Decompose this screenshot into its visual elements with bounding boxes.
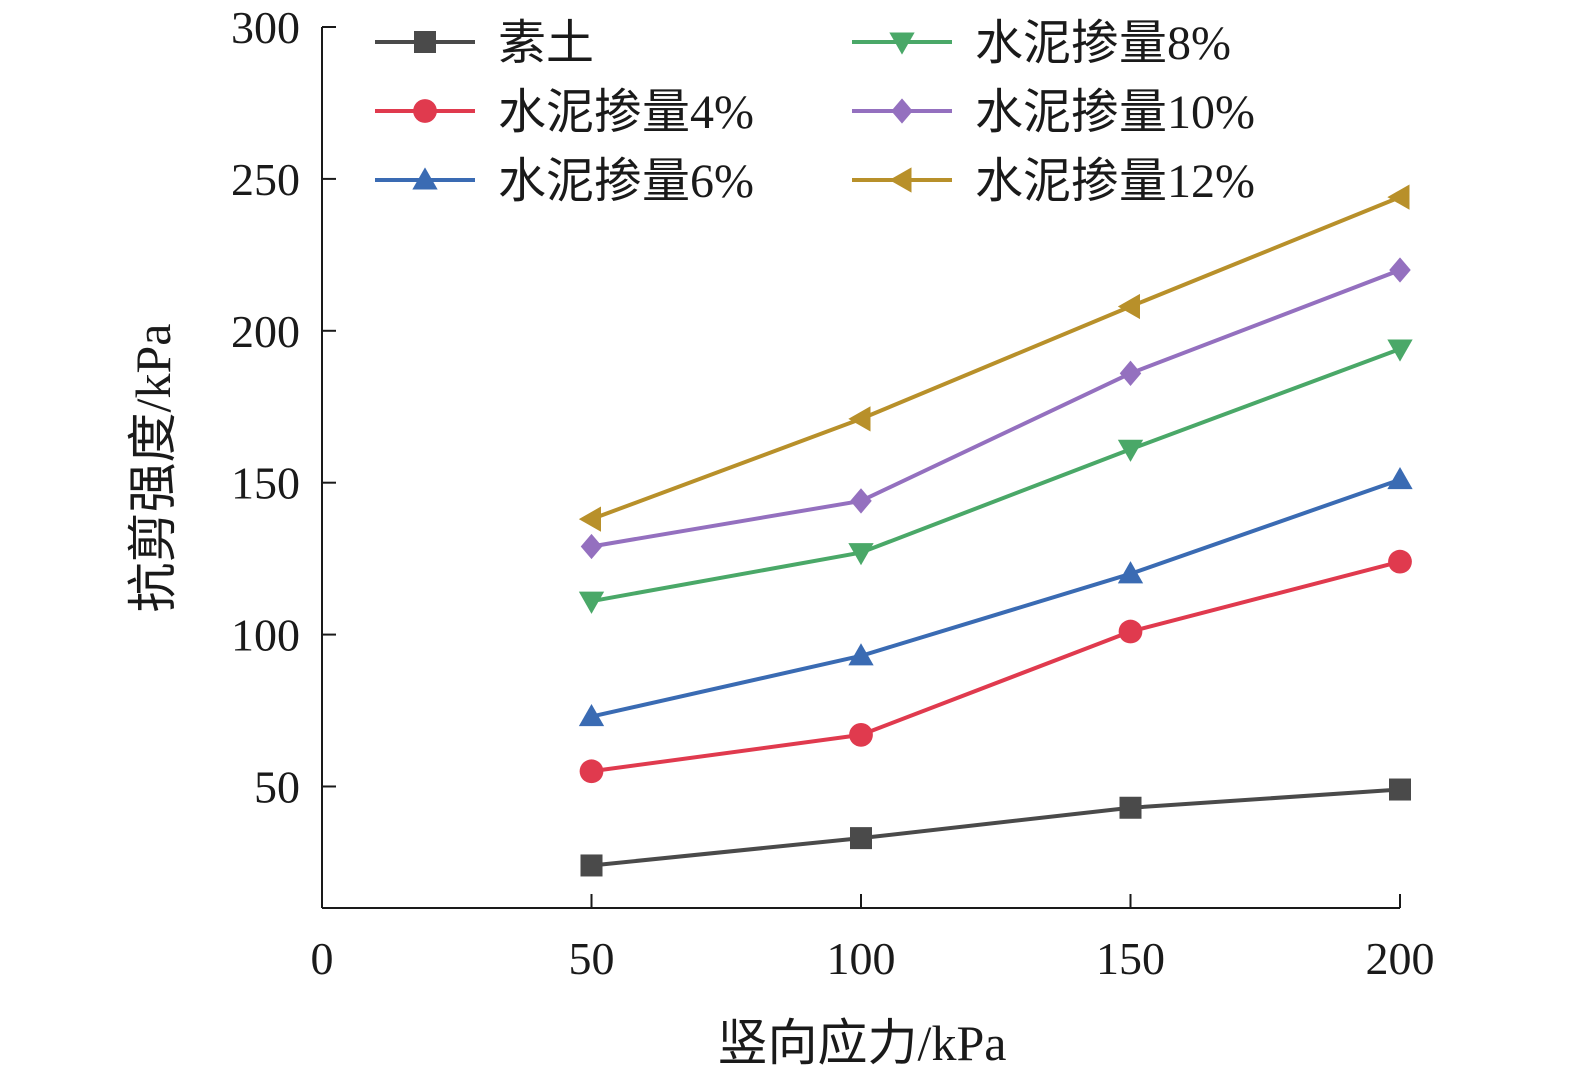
data-point bbox=[1117, 293, 1140, 320]
legend-marker bbox=[414, 31, 436, 53]
y-tick-label: 50 bbox=[254, 761, 300, 812]
data-point bbox=[1387, 339, 1413, 362]
y-tick-label: 250 bbox=[231, 154, 300, 205]
series-line bbox=[590, 195, 1401, 522]
series-line bbox=[591, 347, 1401, 604]
data-point bbox=[1118, 619, 1143, 644]
legend-marker bbox=[412, 167, 438, 190]
data-point bbox=[1119, 796, 1142, 819]
series-group bbox=[578, 184, 1410, 532]
legend-item: 水泥掺量4% bbox=[375, 86, 754, 139]
data-point bbox=[848, 543, 874, 566]
series-group bbox=[578, 339, 1413, 614]
x-tick-label: 50 bbox=[569, 933, 615, 984]
x-tick-label: 200 bbox=[1366, 933, 1435, 984]
legend-label: 水泥掺量4% bbox=[498, 86, 754, 139]
data-point bbox=[579, 759, 604, 784]
data-point bbox=[1117, 561, 1144, 584]
legend-label: 水泥掺量6% bbox=[498, 155, 754, 208]
data-point bbox=[1387, 467, 1413, 490]
data-point bbox=[1388, 549, 1412, 574]
legend-item: 水泥掺量8% bbox=[852, 17, 1231, 70]
legend-label: 水泥掺量8% bbox=[975, 17, 1231, 70]
series-group bbox=[579, 549, 1412, 784]
legend-item: 水泥掺量12% bbox=[852, 155, 1255, 208]
legend-item: 素土 bbox=[375, 17, 594, 70]
data-point bbox=[850, 827, 872, 850]
data-point bbox=[580, 533, 603, 560]
data-point bbox=[850, 488, 872, 514]
series-line bbox=[591, 477, 1401, 719]
legend-label: 水泥掺量10% bbox=[975, 86, 1255, 139]
legend-marker bbox=[891, 98, 913, 124]
y-tick-label: 150 bbox=[231, 458, 300, 509]
legend-marker bbox=[889, 32, 915, 55]
data-point bbox=[1119, 360, 1142, 386]
data-point bbox=[1117, 439, 1144, 462]
y-tick-label: 100 bbox=[231, 610, 300, 661]
x-tick-label: 100 bbox=[827, 933, 896, 984]
legend-marker bbox=[889, 167, 912, 193]
y-tick-label: 300 bbox=[231, 2, 300, 53]
x-tick-label: 0 bbox=[311, 933, 334, 984]
data-point bbox=[1389, 257, 1411, 283]
axes: 50 100 150 200 250 300 0 50 100 150 200 bbox=[231, 2, 1435, 984]
series-line bbox=[591, 559, 1401, 774]
series-lines bbox=[578, 184, 1413, 877]
data-point bbox=[580, 854, 603, 877]
series-group bbox=[578, 467, 1413, 727]
x-axis-label: 竖向应力/kPa bbox=[718, 1015, 1007, 1071]
series-line bbox=[591, 268, 1401, 549]
data-point bbox=[849, 722, 873, 747]
x-tick-label: 150 bbox=[1096, 933, 1165, 984]
y-tick-label: 200 bbox=[231, 306, 300, 357]
legend-marker bbox=[413, 99, 437, 123]
data-point bbox=[1389, 778, 1411, 801]
legend-label: 水泥掺量12% bbox=[975, 155, 1255, 208]
legend-label: 素土 bbox=[498, 17, 594, 70]
data-point bbox=[1387, 184, 1410, 210]
legend-item: 水泥掺量6% bbox=[375, 155, 754, 208]
series-group bbox=[580, 778, 1411, 877]
series-group bbox=[580, 257, 1411, 560]
data-point bbox=[578, 506, 601, 532]
data-point bbox=[578, 703, 605, 727]
series-line bbox=[591, 787, 1401, 868]
data-point bbox=[578, 591, 605, 614]
data-point bbox=[848, 643, 874, 666]
data-point bbox=[848, 406, 871, 432]
legend-item: 水泥掺量10% bbox=[852, 86, 1255, 139]
y-axis-label: 抗剪强度/kPa bbox=[125, 324, 181, 613]
